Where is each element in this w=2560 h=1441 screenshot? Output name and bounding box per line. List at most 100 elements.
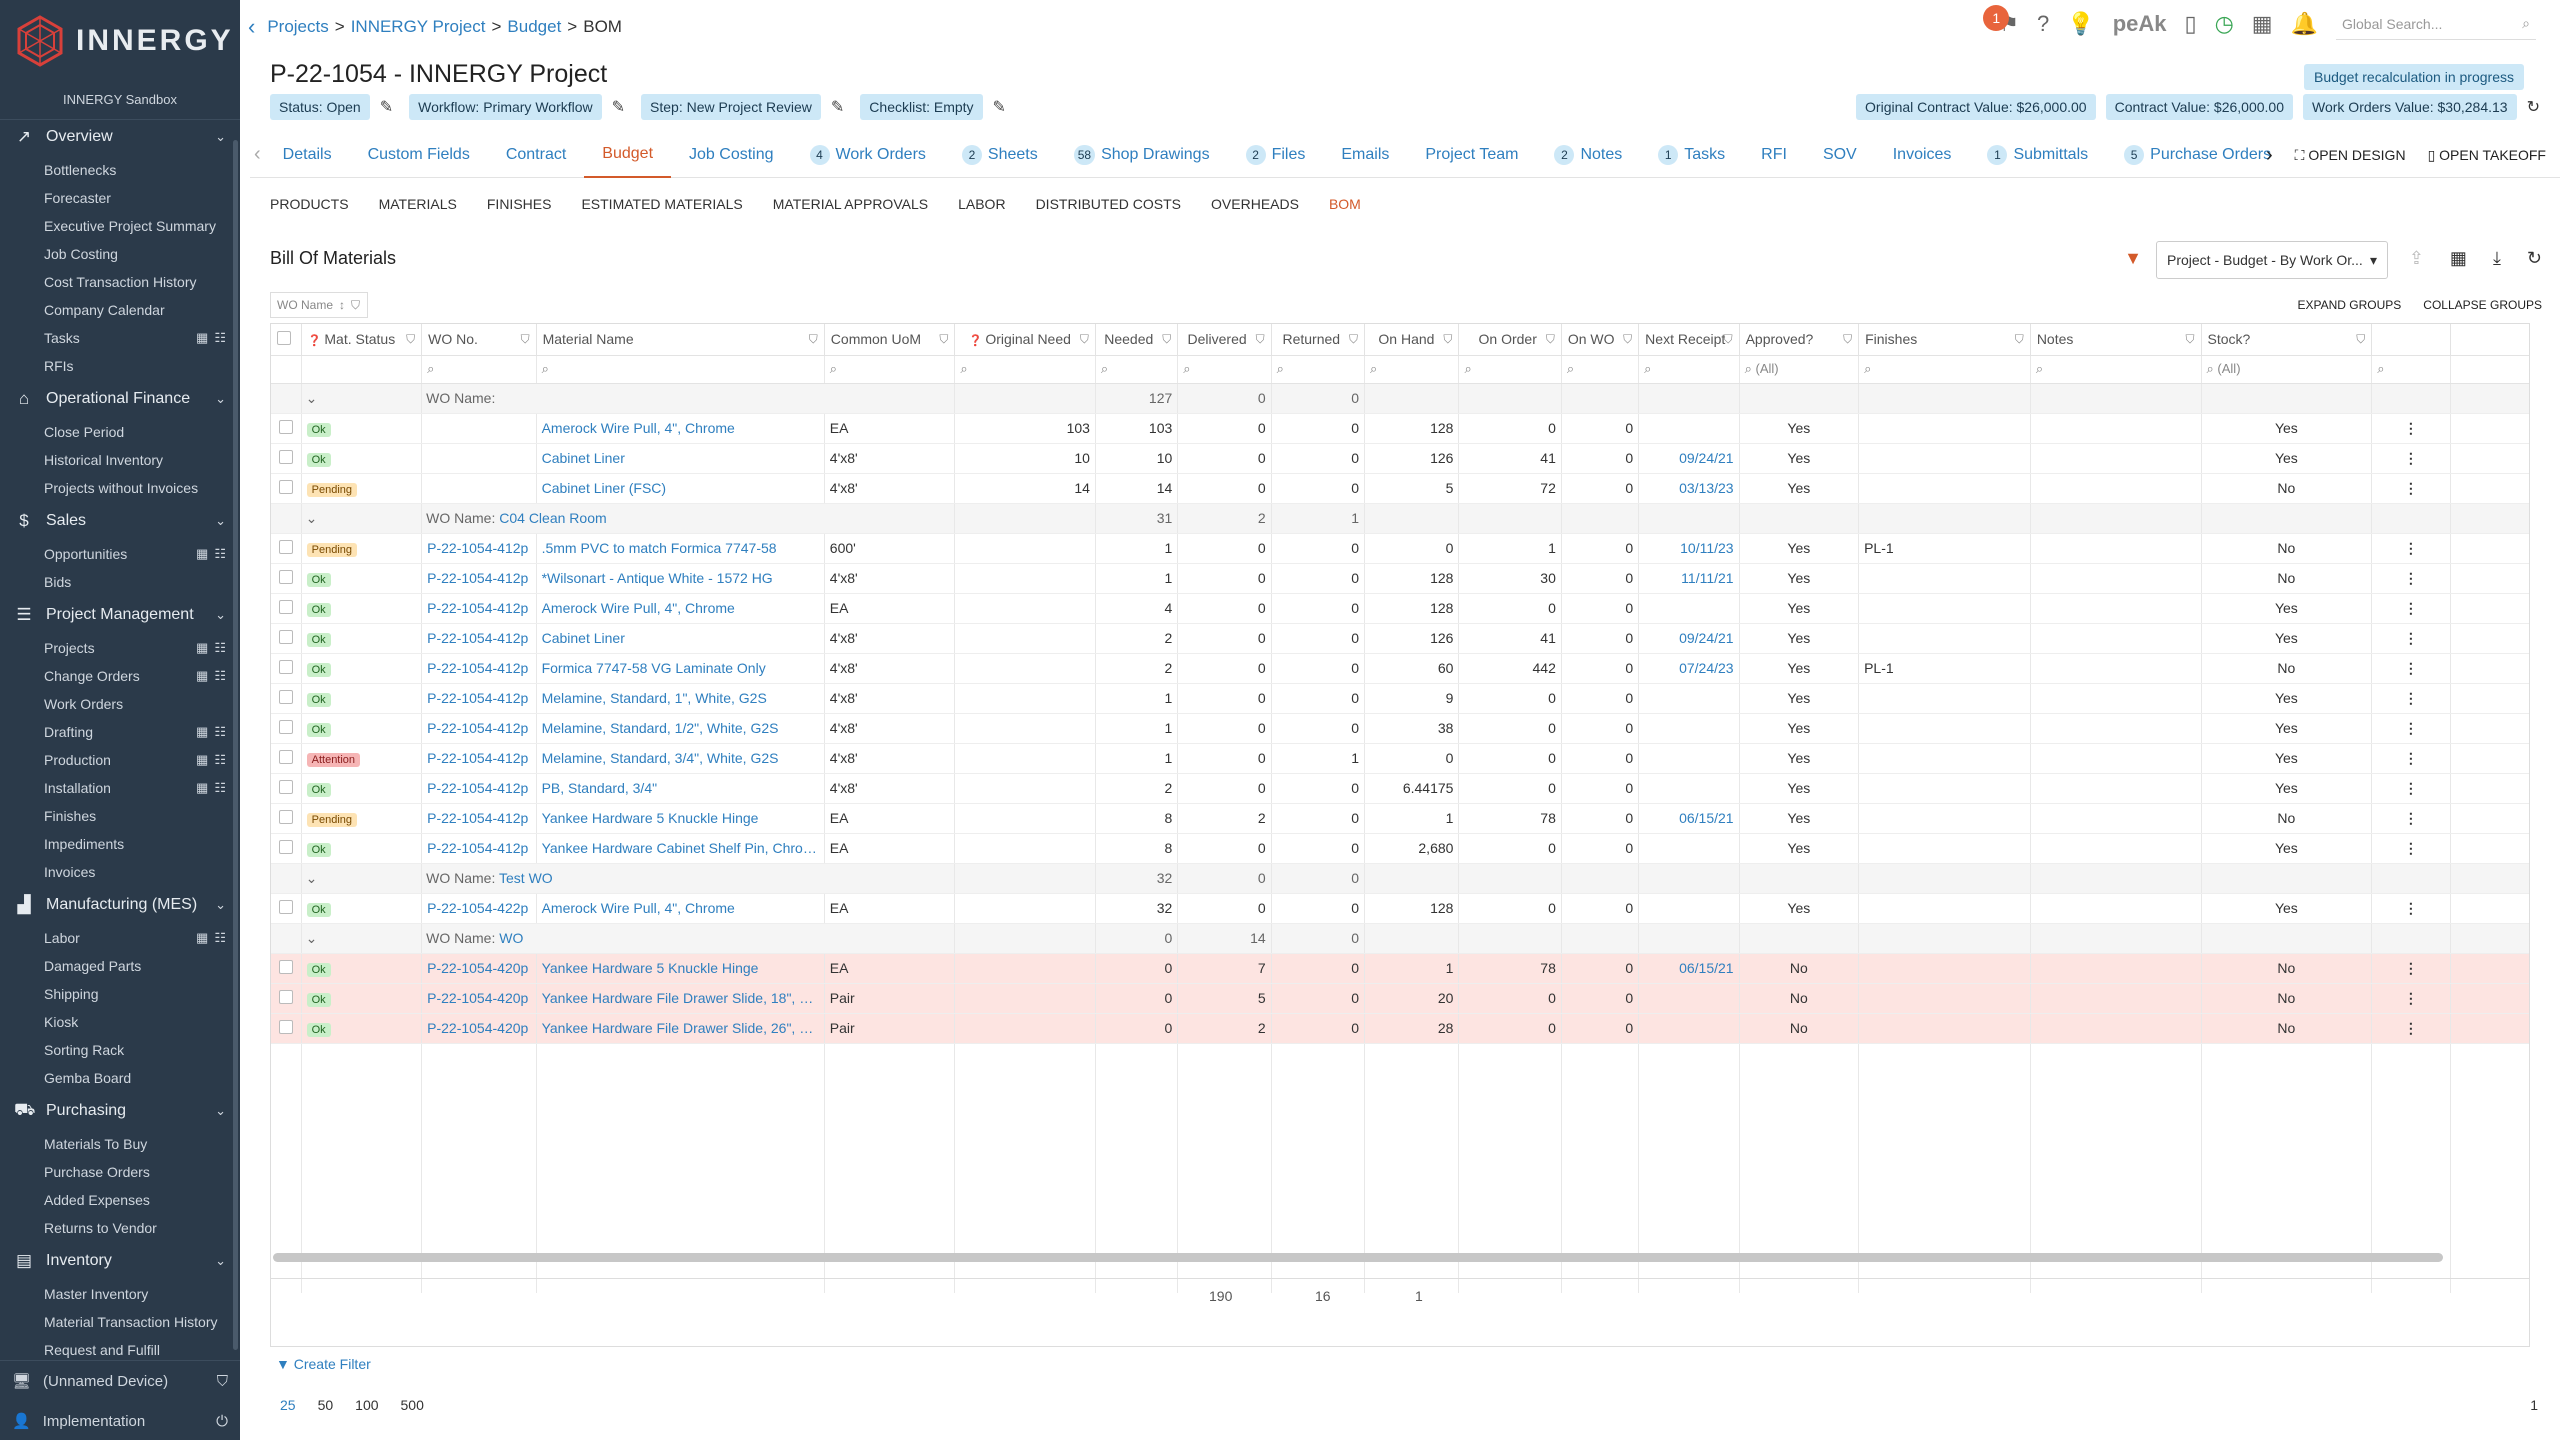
table-row[interactable]: Pending Cabinet Liner (FSC) 4'x8' 14 14 0 0 5 72… bbox=[271, 473, 2529, 504]
column-header[interactable]: On WO ⛉ bbox=[1561, 324, 1640, 356]
cell-material[interactable]: Cabinet Liner bbox=[536, 443, 825, 474]
cell-material[interactable]: Yankee Hardware File Drawer Slide, 18", … bbox=[536, 983, 825, 1014]
filter-cell[interactable]: ⌕ bbox=[1177, 355, 1272, 384]
row-actions-cell[interactable]: ⋮ bbox=[2371, 833, 2451, 864]
sidebar-item[interactable]: Forecaster bbox=[0, 184, 240, 212]
column-header[interactable]: ❓ Mat. Status ⛉ bbox=[301, 324, 423, 356]
row-actions-cell[interactable]: ⋮ bbox=[2371, 743, 2451, 774]
cell-wo[interactable]: P-22-1054-412p bbox=[421, 803, 537, 834]
tab-details[interactable]: Details bbox=[265, 132, 350, 178]
row-checkbox[interactable] bbox=[278, 449, 293, 464]
tab-job-costing[interactable]: Job Costing bbox=[671, 132, 792, 178]
open-design-button[interactable]: ⛶ OPEN DESIGN bbox=[2295, 147, 2406, 164]
more-vertical-icon[interactable]: ⋮ bbox=[2403, 479, 2418, 496]
cell-wo[interactable]: P-22-1054-412p bbox=[421, 743, 537, 774]
group-name-link[interactable]: Test WO bbox=[499, 870, 553, 886]
sort-icon[interactable]: ↕ bbox=[339, 298, 346, 312]
table-row[interactable]: Ok P-22-1054-412p Formica 7747-58 VG Lamin… bbox=[271, 653, 2529, 684]
create-filter-button[interactable]: ▼ Create Filter bbox=[276, 1356, 371, 1372]
kanban-view-icon[interactable]: ▦ bbox=[196, 780, 209, 795]
upload-icon[interactable]: ⇪ bbox=[2408, 248, 2424, 268]
download-icon[interactable]: ⤓ bbox=[2492, 248, 2501, 268]
filter-cell[interactable]: ⌕ bbox=[1458, 355, 1562, 384]
sidebar-item[interactable]: Opportunities ▦ ☷ bbox=[0, 540, 240, 568]
expand-groups-button[interactable]: EXPAND GROUPS bbox=[2297, 298, 2402, 312]
workflow-pill[interactable]: Workflow: Primary Workflow bbox=[409, 94, 602, 120]
row-actions-cell[interactable]: ⋮ bbox=[2371, 893, 2451, 924]
sidebar-item[interactable]: Bottlenecks bbox=[0, 156, 240, 184]
cell-wo[interactable]: P-22-1054-412p bbox=[421, 623, 537, 654]
tab-budget[interactable]: Budget bbox=[584, 132, 672, 178]
page-size-25[interactable]: 25 bbox=[280, 1397, 296, 1413]
list-view-icon[interactable]: ☷ bbox=[214, 640, 226, 655]
cell-material[interactable]: Cabinet Liner bbox=[536, 623, 825, 654]
cell-receipt[interactable]: 11/11/21 bbox=[1638, 563, 1740, 594]
sidebar-item[interactable]: Gemba Board bbox=[0, 1064, 240, 1092]
column-filter-icon[interactable]: ⛉ bbox=[520, 332, 530, 346]
sidebar-section-2[interactable]: $ Sales ⌄ bbox=[0, 502, 240, 540]
brand-logo[interactable]: INNERGY bbox=[0, 0, 240, 82]
column-filter-icon[interactable]: ⛉ bbox=[1255, 332, 1265, 346]
list-view-icon[interactable]: ☷ bbox=[214, 330, 226, 345]
column-header[interactable]: Needed ⛉ bbox=[1095, 324, 1179, 356]
row-actions-cell[interactable]: ⋮ bbox=[2371, 1013, 2451, 1044]
more-vertical-icon[interactable]: ⋮ bbox=[2403, 539, 2418, 556]
filter-cell[interactable]: ⌕ bbox=[1561, 355, 1640, 384]
list-view-icon[interactable]: ☷ bbox=[214, 930, 226, 945]
row-checkbox[interactable] bbox=[278, 689, 293, 704]
filter-cell[interactable]: ⌕ bbox=[1095, 355, 1179, 384]
tab-custom-fields[interactable]: Custom Fields bbox=[350, 132, 488, 178]
group-row[interactable]: ⌄ WO Name: C04 Clean Room 31 2 1 bbox=[271, 503, 2529, 534]
help-icon[interactable]: ? bbox=[2037, 11, 2050, 36]
sidebar-section-5[interactable]: ⛟ Purchasing ⌄ bbox=[0, 1092, 240, 1130]
table-row[interactable]: Ok P-22-1054-420p Yankee Hardware File Dra… bbox=[271, 983, 2529, 1014]
subtab-labor[interactable]: LABOR bbox=[958, 196, 1006, 212]
row-actions-cell[interactable]: ⋮ bbox=[2371, 473, 2451, 504]
collapse-groups-button[interactable]: COLLAPSE GROUPS bbox=[2423, 298, 2542, 312]
horizontal-scrollbar[interactable] bbox=[273, 1253, 2443, 1262]
step-pill[interactable]: Step: New Project Review bbox=[641, 94, 821, 120]
row-actions-cell[interactable]: ⋮ bbox=[2371, 683, 2451, 714]
tabs-scroll-left-icon[interactable]: ‹ bbox=[254, 143, 261, 165]
chevron-down-icon[interactable]: ⌄ bbox=[215, 129, 226, 144]
filter-cell[interactable]: ⌕ (All) bbox=[2201, 355, 2373, 384]
kanban-view-icon[interactable]: ▦ bbox=[196, 930, 209, 945]
cell-wo[interactable]: P-22-1054-412p bbox=[421, 833, 537, 864]
cell-wo[interactable]: P-22-1054-412p bbox=[421, 683, 537, 714]
table-row[interactable]: Attention P-22-1054-412p Melamine, Standar… bbox=[271, 743, 2529, 774]
kanban-view-icon[interactable]: ▦ bbox=[196, 668, 209, 683]
table-row[interactable]: Ok P-22-1054-412p Melamine, Standard, 1/2"… bbox=[271, 713, 2529, 744]
column-header[interactable]: Approved? ⛉ bbox=[1739, 324, 1860, 356]
cell-material[interactable]: Formica 7747-58 VG Laminate Only bbox=[536, 653, 825, 684]
row-checkbox[interactable] bbox=[278, 629, 293, 644]
column-filter-icon[interactable]: ⛉ bbox=[939, 332, 949, 346]
column-filter-icon[interactable]: ⛉ bbox=[1843, 332, 1853, 346]
table-row[interactable]: Ok P-22-1054-422p Amerock Wire Pull, 4", C… bbox=[271, 893, 2529, 924]
sidebar-item[interactable]: Impediments bbox=[0, 830, 240, 858]
chevron-down-icon[interactable]: ⌄ bbox=[215, 607, 226, 622]
filter-cell[interactable]: ⌕ bbox=[1271, 355, 1366, 384]
cell-receipt[interactable] bbox=[1638, 713, 1740, 744]
more-vertical-icon[interactable]: ⋮ bbox=[2403, 419, 2418, 436]
sidebar-item[interactable]: Change Orders ▦ ☷ bbox=[0, 662, 240, 690]
group-name-link[interactable]: WO bbox=[499, 930, 524, 946]
select-all-checkbox[interactable] bbox=[277, 330, 291, 345]
cell-material[interactable]: Amerock Wire Pull, 4", Chrome bbox=[536, 893, 825, 924]
open-takeoff-button[interactable]: ▯ OPEN TAKEOFF bbox=[2428, 147, 2546, 164]
chevron-down-icon[interactable]: ⌄ bbox=[215, 513, 226, 528]
cell-material[interactable]: .5mm PVC to match Formica 7747-58 bbox=[536, 533, 825, 564]
user-row[interactable]: 👤 Implementation ⏻ bbox=[0, 1401, 240, 1441]
row-select-cell[interactable] bbox=[271, 893, 302, 924]
checklist-pill[interactable]: Checklist: Empty bbox=[860, 94, 983, 120]
tab-notes[interactable]: 2 Notes bbox=[1536, 132, 1640, 178]
kanban-view-icon[interactable]: ▦ bbox=[196, 752, 209, 767]
table-row[interactable]: Ok Amerock Wire Pull, 4", Chrome EA 103 103 0… bbox=[271, 413, 2529, 444]
row-checkbox[interactable] bbox=[278, 839, 293, 854]
more-vertical-icon[interactable]: ⋮ bbox=[2403, 809, 2418, 826]
row-checkbox[interactable] bbox=[278, 719, 293, 734]
subtab-products[interactable]: PRODUCTS bbox=[270, 196, 349, 212]
row-checkbox[interactable] bbox=[278, 1019, 293, 1034]
column-filter-icon[interactable]: ⛉ bbox=[1349, 332, 1359, 346]
row-checkbox[interactable] bbox=[278, 419, 293, 434]
column-filter-icon[interactable]: ⛉ bbox=[1623, 332, 1633, 346]
